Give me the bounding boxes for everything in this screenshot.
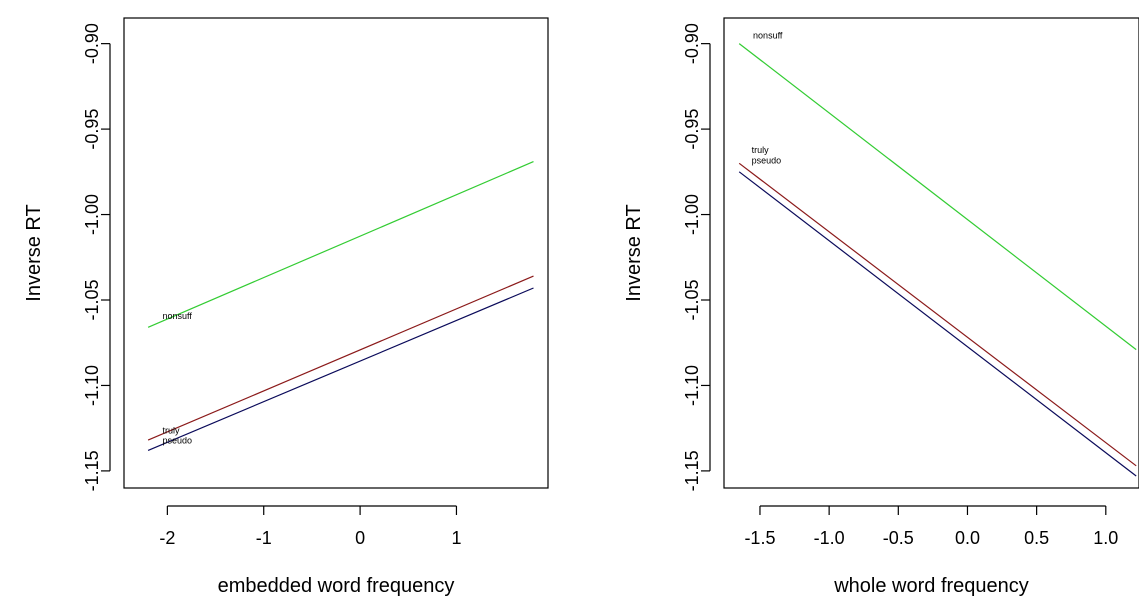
y-tick-label: -0.95 bbox=[682, 109, 702, 150]
x-tick-label: 0 bbox=[355, 528, 365, 548]
series-line-truly bbox=[738, 162, 1137, 467]
x-tick-label: 0.0 bbox=[955, 528, 980, 548]
y-tick-label: -0.90 bbox=[682, 23, 702, 64]
y-tick-label: -1.00 bbox=[82, 194, 102, 235]
y-axis-title: Inverse RT bbox=[23, 204, 45, 301]
series-line-pseudo bbox=[738, 171, 1137, 477]
plot-frame bbox=[123, 17, 549, 489]
series-label-truly: truly bbox=[163, 425, 181, 435]
y-tick-label: -1.15 bbox=[82, 450, 102, 491]
series-label-pseudo: pseudo bbox=[163, 436, 193, 446]
y-tick-label: -1.10 bbox=[82, 365, 102, 406]
plot-frame bbox=[723, 17, 1139, 489]
series-line-pseudo bbox=[147, 287, 534, 451]
series-label-truly: truly bbox=[752, 145, 770, 155]
series-line-nonsuff bbox=[738, 43, 1137, 351]
y-axis-title: Inverse RT bbox=[623, 204, 645, 301]
x-axis-title: embedded word frequency bbox=[218, 575, 455, 597]
y-tick-label: -1.10 bbox=[682, 365, 702, 406]
x-axis-title: whole word frequency bbox=[833, 575, 1029, 597]
y-tick-label: -1.05 bbox=[82, 279, 102, 320]
series-line-nonsuff bbox=[147, 161, 534, 328]
series-label-pseudo: pseudo bbox=[752, 155, 782, 165]
x-tick-label: 1 bbox=[451, 528, 461, 548]
x-tick-label: 0.5 bbox=[1024, 528, 1049, 548]
y-tick-label: -0.95 bbox=[82, 109, 102, 150]
left-panel: -2 -1 0 1 -1.15 -1.10 -1.05 -1.00 -0.95 -0.90 embe… bbox=[23, 17, 549, 597]
x-tick-label: -1.0 bbox=[814, 528, 845, 548]
series-label-nonsuff: nonsuff bbox=[163, 311, 193, 321]
y-tick-label: -0.90 bbox=[82, 23, 102, 64]
series-line-truly bbox=[147, 275, 534, 441]
x-tick-label: 1.0 bbox=[1093, 528, 1118, 548]
y-tick-label: -1.15 bbox=[682, 450, 702, 491]
y-tick-label: -1.05 bbox=[682, 279, 702, 320]
series-label-nonsuff: nonsuff bbox=[753, 31, 783, 41]
x-tick-label: -0.5 bbox=[883, 528, 914, 548]
x-tick-label: -2 bbox=[159, 528, 175, 548]
right-panel: -1.5 -1.0 -0.5 0.0 0.5 1.0 -1.15 -1.10 -1.05 -1.0… bbox=[623, 17, 1139, 597]
x-tick-label: -1 bbox=[256, 528, 272, 548]
x-tick-label: -1.5 bbox=[744, 528, 775, 548]
y-tick-label: -1.00 bbox=[682, 194, 702, 235]
